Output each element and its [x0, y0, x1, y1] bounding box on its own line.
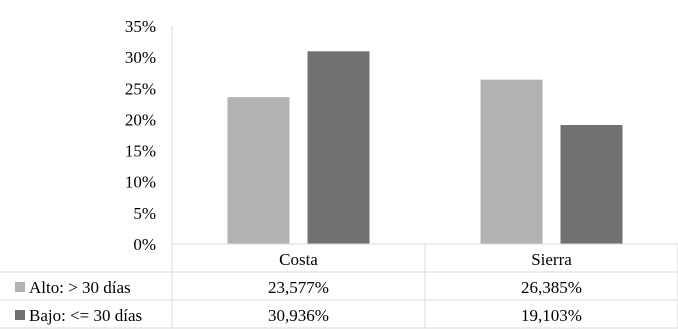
- legend-label: Bajo: <= 30 días: [29, 306, 142, 325]
- data-table-value: 30,936%: [268, 306, 329, 325]
- bar: [481, 80, 543, 244]
- data-table-value: 19,103%: [521, 306, 582, 325]
- data-table-value: 23,577%: [268, 278, 329, 297]
- legend-swatch: [15, 282, 25, 292]
- legend-label: Alto: > 30 días: [29, 278, 131, 297]
- category-label: Costa: [279, 250, 318, 269]
- legend-swatch: [15, 310, 25, 320]
- y-tick-label: 5%: [133, 204, 156, 223]
- bar: [228, 97, 290, 244]
- category-label: Sierra: [531, 250, 572, 269]
- y-tick-label: 25%: [125, 79, 156, 98]
- y-tick-label: 30%: [125, 48, 156, 67]
- bar: [308, 51, 370, 244]
- y-tick-label: 35%: [125, 17, 156, 36]
- y-tick-label: 0%: [133, 235, 156, 254]
- y-tick-label: 10%: [125, 173, 156, 192]
- y-tick-label: 15%: [125, 142, 156, 161]
- data-table-value: 26,385%: [521, 278, 582, 297]
- bar: [561, 125, 623, 244]
- y-tick-label: 20%: [125, 110, 156, 129]
